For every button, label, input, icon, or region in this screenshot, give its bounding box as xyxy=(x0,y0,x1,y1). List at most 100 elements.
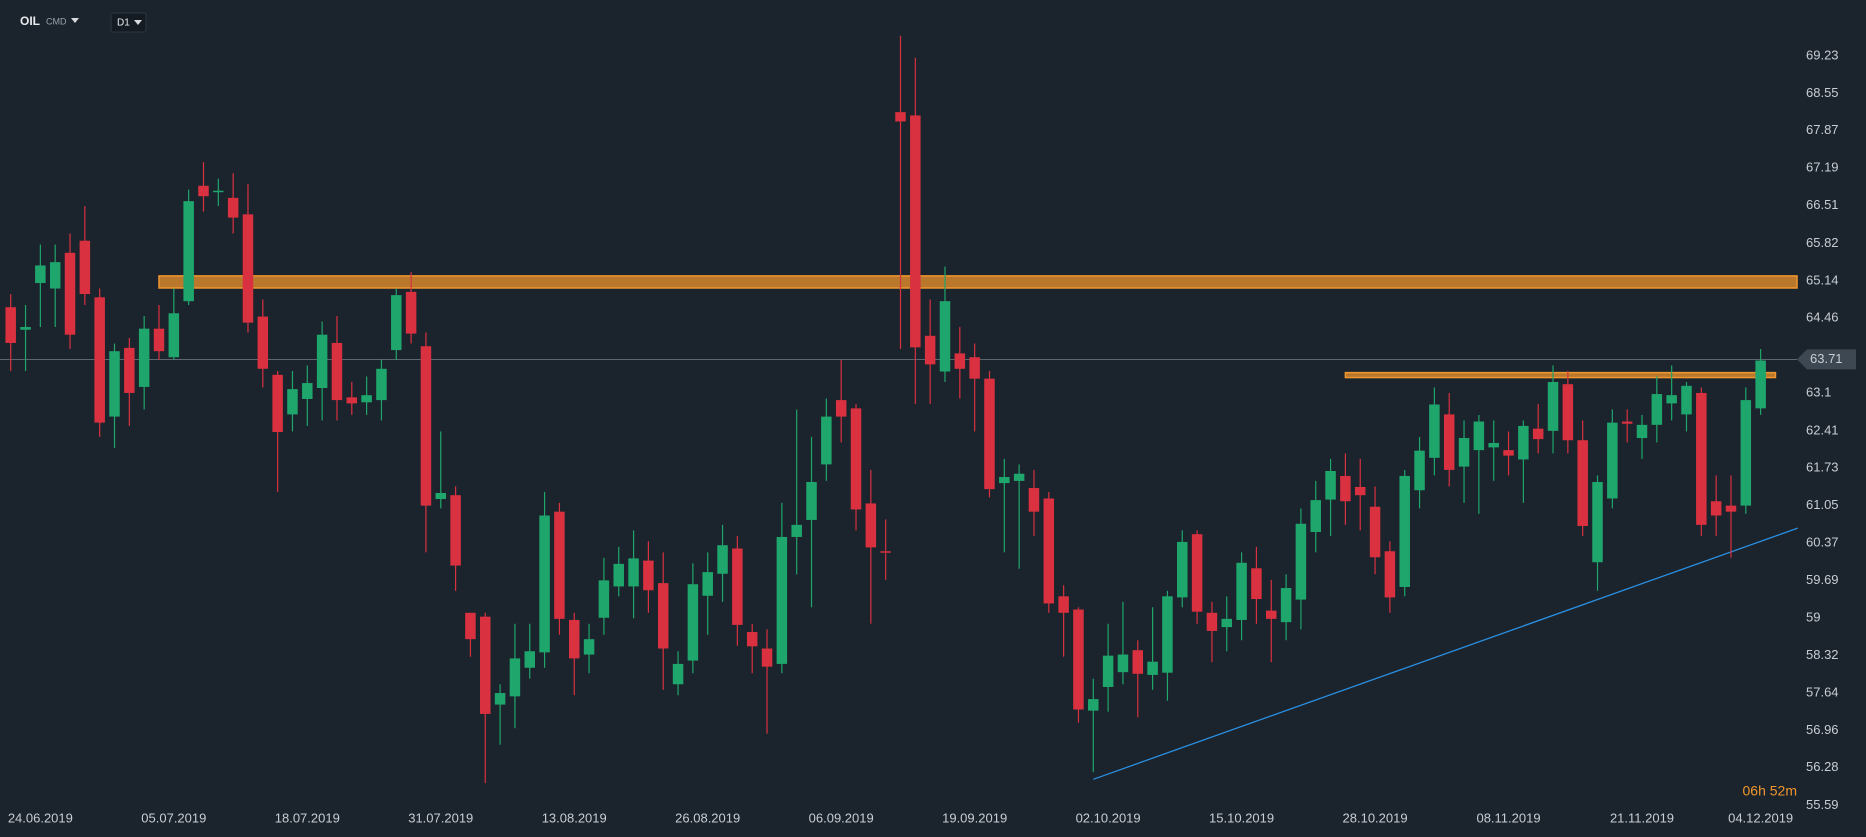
candle-body xyxy=(376,368,387,401)
candle-body xyxy=(405,291,417,334)
candle-body xyxy=(183,201,194,302)
candle-body xyxy=(1147,661,1158,675)
y-tick-label: 67.19 xyxy=(1806,160,1839,175)
x-tick-label: 05.07.2019 xyxy=(141,810,206,825)
x-tick-label: 15.10.2019 xyxy=(1209,810,1274,825)
candle-body xyxy=(1681,385,1692,415)
candle-body xyxy=(657,583,669,649)
candle-body xyxy=(761,648,773,667)
candle-body xyxy=(391,295,402,351)
candle-body xyxy=(776,536,788,664)
timeframe: D1 xyxy=(117,18,130,29)
x-tick-label: 26.08.2019 xyxy=(675,810,740,825)
candle-body xyxy=(643,560,654,591)
candle-body xyxy=(746,632,758,647)
candle-body xyxy=(1369,506,1381,558)
candle-body xyxy=(821,416,832,465)
candle-body xyxy=(5,307,16,343)
last-price-label: 63.71 xyxy=(1810,351,1843,366)
candle-body xyxy=(1725,505,1737,512)
candle-body xyxy=(850,408,862,510)
candle-body xyxy=(524,651,535,668)
y-tick-label: 60.37 xyxy=(1806,534,1839,549)
candle-body xyxy=(554,511,565,619)
candle-body xyxy=(1532,428,1544,440)
candle-body xyxy=(1206,612,1218,631)
top-bar: OIL CMD D1 xyxy=(20,12,147,33)
candle-body xyxy=(1740,400,1752,506)
dropdown-arrow[interactable] xyxy=(71,18,79,23)
x-tick-label: 06.09.2019 xyxy=(809,810,874,825)
candle-body xyxy=(124,347,135,393)
candle-body xyxy=(954,353,966,369)
y-tick-label: 63.1 xyxy=(1806,384,1831,399)
candle-body xyxy=(613,563,624,587)
countdown: 06h 52m xyxy=(1743,783,1797,799)
candle-body xyxy=(732,548,743,625)
candle-body xyxy=(1073,609,1084,710)
x-tick-label: 08.11.2019 xyxy=(1476,810,1540,825)
candle-body xyxy=(287,389,298,415)
candle-body xyxy=(1518,425,1529,460)
candle-body xyxy=(94,297,105,423)
candle-body xyxy=(168,313,180,358)
candle-body xyxy=(227,197,239,218)
candle-body xyxy=(1058,596,1069,613)
candle-body xyxy=(672,663,684,685)
candle-body xyxy=(568,619,580,659)
y-tick-label: 61.73 xyxy=(1806,460,1839,475)
x-tick-label: 13.08.2019 xyxy=(542,810,607,825)
candle-body xyxy=(999,477,1010,484)
candle-body xyxy=(1117,654,1129,673)
candle-body xyxy=(1458,438,1470,467)
candle-body xyxy=(257,316,269,369)
candle-body xyxy=(895,112,906,122)
candle-body xyxy=(628,558,639,587)
candle-body xyxy=(1191,534,1203,612)
candle-body xyxy=(1236,562,1247,620)
candle-body xyxy=(331,342,343,401)
candle-body xyxy=(242,214,254,323)
candle-body xyxy=(509,658,521,697)
candle-body xyxy=(687,584,699,661)
candle-body xyxy=(1651,394,1663,425)
candle-body xyxy=(35,265,46,284)
y-tick-label: 55.59 xyxy=(1806,797,1839,812)
candle-body xyxy=(153,328,165,352)
candle-body xyxy=(1399,475,1410,587)
y-tick-label: 56.28 xyxy=(1806,759,1839,774)
candle-body xyxy=(1295,523,1307,600)
candle-body xyxy=(1043,498,1055,604)
candle-body xyxy=(1503,450,1514,456)
candle-body xyxy=(1562,384,1574,441)
candle-body xyxy=(1280,588,1292,623)
x-tick-label: 24.06.2019 xyxy=(8,810,73,825)
candle-body xyxy=(346,397,358,404)
candle-body xyxy=(435,492,447,500)
candle-body xyxy=(539,515,550,653)
y-tick-label: 64.46 xyxy=(1806,310,1839,325)
y-tick-label: 59 xyxy=(1806,610,1820,625)
candle-body xyxy=(1028,488,1040,512)
candle-body xyxy=(1013,473,1025,481)
x-tick-label: 02.10.2019 xyxy=(1076,810,1141,825)
candle-body xyxy=(480,616,491,714)
y-tick-label: 68.55 xyxy=(1806,85,1839,100)
candle-body xyxy=(1325,471,1336,500)
candle-body xyxy=(791,524,802,537)
candle-body xyxy=(1266,610,1277,619)
candle-body xyxy=(1177,541,1188,598)
y-tick-label: 65.82 xyxy=(1806,235,1839,250)
timeframe-button[interactable] xyxy=(110,12,147,33)
x-tick-label: 28.10.2019 xyxy=(1343,810,1408,825)
last-price-tag xyxy=(1797,349,1856,370)
dropdown-arrow[interactable] xyxy=(134,20,142,25)
candle-body xyxy=(806,481,817,520)
y-tick-label: 61.05 xyxy=(1806,497,1839,512)
candle-body xyxy=(969,357,980,379)
y-tick-label: 59.69 xyxy=(1806,572,1839,587)
candle-body xyxy=(702,572,713,596)
candle-body xyxy=(272,374,283,432)
candle-body xyxy=(717,545,728,574)
